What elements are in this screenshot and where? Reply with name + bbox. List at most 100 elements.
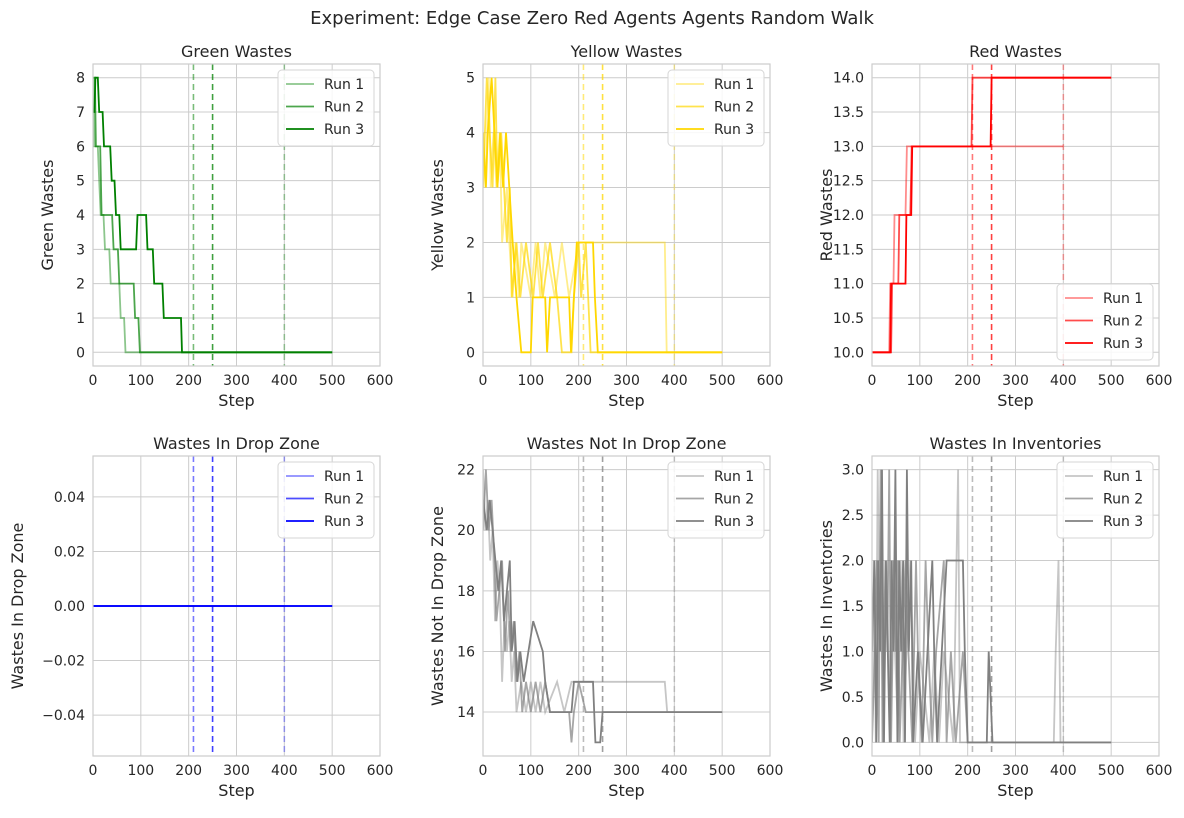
legend-label: Run 2 — [714, 100, 754, 116]
y-tick-label: 20 — [457, 523, 475, 539]
legend-label: Run 3 — [714, 514, 754, 530]
y-tick-label: 22 — [457, 463, 475, 479]
x-tick-label: 600 — [1146, 763, 1173, 779]
x-tick-label: 500 — [319, 763, 346, 779]
subplot-title: Wastes In Inventories — [930, 434, 1102, 453]
y-tick-label: 3 — [76, 242, 85, 258]
series-line-run-3 — [872, 469, 1112, 744]
y-axis-label: Wastes Not In Drop Zone — [428, 506, 447, 706]
plot-data — [483, 64, 723, 366]
x-tick-label: 500 — [319, 373, 346, 389]
legend-label: Run 1 — [324, 77, 364, 93]
x-tick-label: 300 — [613, 763, 640, 779]
plot-frame — [92, 455, 381, 757]
x-axis-label: Step — [608, 391, 644, 410]
legend-label: Run 2 — [1103, 492, 1143, 508]
legend: Run 1 Run 2 Run 3 — [1056, 283, 1154, 361]
series-line-run-3 — [483, 77, 723, 354]
x-axis-label: Step — [218, 781, 254, 800]
y-tick-label: 4 — [466, 126, 475, 142]
x-tick-label: 100 — [517, 763, 544, 779]
plot-frame — [482, 455, 771, 757]
y-axis-label: Yellow Wastes — [428, 159, 447, 272]
y-tick-label: 4 — [76, 208, 85, 224]
plot-frame — [871, 455, 1160, 757]
legend-label: Run 3 — [1103, 336, 1143, 352]
y-tick-label: 3 — [466, 181, 475, 197]
y-tick-label: 10.0 — [833, 345, 864, 361]
y-tick-label: 3.0 — [842, 463, 864, 479]
plot-frame — [871, 63, 1160, 367]
series-line-run-1 — [872, 145, 1064, 354]
x-tick-label: 400 — [1050, 763, 1077, 779]
x-tick-label: 100 — [906, 373, 933, 389]
figure-title: Experiment: Edge Case Zero Red Agents Ag… — [310, 8, 874, 29]
subplot-title: Wastes In Drop Zone — [153, 434, 320, 453]
y-tick-label: 12.0 — [833, 208, 864, 224]
y-tick-label: 11.5 — [833, 242, 864, 258]
legend-label: Run 1 — [324, 469, 364, 485]
x-tick-label: 0 — [479, 373, 488, 389]
legend-label: Run 3 — [1103, 514, 1143, 530]
x-tick-label: 200 — [175, 373, 202, 389]
x-tick-label: 100 — [517, 373, 544, 389]
y-tick-label: 2.5 — [842, 508, 864, 524]
y-tick-label: 1.0 — [842, 644, 864, 660]
y-axis-label: Wastes In Inventories — [817, 520, 836, 692]
x-tick-label: 600 — [1146, 373, 1173, 389]
x-tick-label: 300 — [223, 763, 250, 779]
x-tick-label: 600 — [367, 373, 394, 389]
x-tick-label: 300 — [1002, 373, 1029, 389]
subplot-4: 0 100 200 300 400 500 600 −0.04 −0.02 0.00 0.02 0.0… — [8, 434, 393, 800]
x-tick-label: 200 — [175, 763, 202, 779]
x-tick-label: 200 — [954, 763, 981, 779]
x-tick-label: 100 — [127, 373, 154, 389]
y-tick-label: 5 — [466, 71, 475, 87]
legend-box — [277, 69, 375, 147]
plot-frame — [92, 63, 381, 367]
y-tick-label: 2.0 — [842, 554, 864, 570]
y-axis-label: Green Wastes — [38, 160, 57, 271]
x-axis-label: Step — [997, 391, 1033, 410]
y-tick-label: 13.5 — [833, 105, 864, 121]
y-axis-label: Red Wastes — [817, 169, 836, 262]
x-tick-label: 0 — [89, 763, 98, 779]
x-axis-label: Step — [608, 781, 644, 800]
legend-label: Run 2 — [324, 492, 364, 508]
x-tick-label: 200 — [954, 373, 981, 389]
subplot-5: 0 100 200 300 400 500 600 14 16 18 20 22 Wastes Not … — [428, 434, 783, 800]
y-tick-label: 0 — [76, 345, 85, 361]
x-tick-label: 400 — [661, 373, 688, 389]
y-tick-label: 0.00 — [54, 599, 85, 615]
plot-data — [872, 456, 1112, 756]
subplot-title: Green Wastes — [181, 42, 292, 61]
x-tick-label: 100 — [906, 763, 933, 779]
y-tick-label: 13.0 — [833, 139, 864, 155]
x-tick-label: 0 — [868, 763, 877, 779]
x-tick-label: 300 — [613, 373, 640, 389]
y-tick-label: 1.5 — [842, 599, 864, 615]
y-tick-label: 2 — [76, 277, 85, 293]
x-tick-label: 100 — [127, 763, 154, 779]
x-tick-label: 600 — [367, 763, 394, 779]
y-tick-label: 14 — [457, 705, 475, 721]
legend-label: Run 2 — [1103, 314, 1143, 330]
subplot-3: 0 100 200 300 400 500 600 10.0 10.5 11.0 11.5 12.0 1… — [817, 42, 1172, 410]
legend: Run 1 Run 2 Run 3 — [277, 461, 375, 539]
x-tick-label: 0 — [868, 373, 877, 389]
series-line-run-1 — [93, 77, 333, 354]
x-tick-label: 500 — [709, 763, 736, 779]
series-line-run-1 — [483, 469, 675, 716]
y-tick-label: −0.02 — [42, 654, 85, 670]
y-tick-label: 0 — [466, 345, 475, 361]
x-tick-label: 600 — [757, 763, 784, 779]
legend-label: Run 3 — [714, 122, 754, 138]
plot-data — [483, 456, 723, 756]
legend-label: Run 1 — [714, 77, 754, 93]
legend-label: Run 3 — [324, 514, 364, 530]
legend-box — [667, 461, 765, 539]
x-axis-label: Step — [997, 781, 1033, 800]
subplot-title: Wastes Not In Drop Zone — [527, 434, 727, 453]
y-tick-label: 18 — [457, 584, 475, 600]
